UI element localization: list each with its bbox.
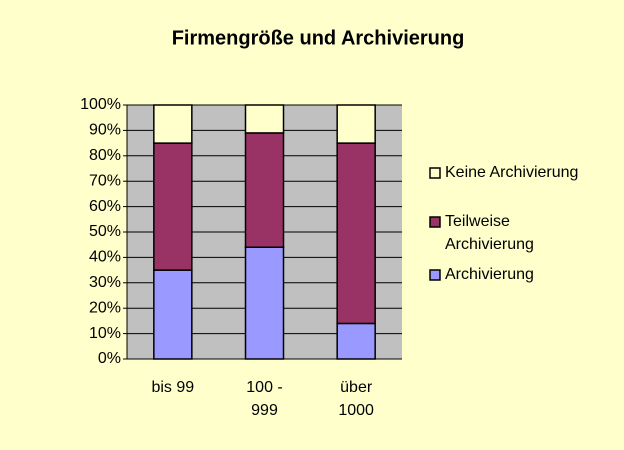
legend-swatch [429,269,441,281]
bar-segment [244,132,285,248]
chart-title: Firmengröße und Archivierung [172,27,465,49]
bar-segment [336,142,376,325]
x-tick-label: bis 99 [151,379,195,396]
y-tick-label: 100% [80,96,121,113]
bar-segment [244,246,285,360]
bar-segment [336,322,376,360]
bar-segment [336,104,376,144]
x-tick-label: 100 - 999 [246,379,283,419]
x-tick-label: über 1000 [338,379,374,419]
legend-label: Teilweise Archivierung [445,213,534,253]
bar-segment [153,104,193,144]
bar-segment [244,104,285,134]
y-tick-label: 20% [89,299,121,316]
legend-label: Archivierung [445,266,534,283]
y-tick-label: 90% [89,122,121,139]
y-tick-label: 0% [98,350,121,367]
y-tick-label: 80% [89,147,121,164]
y-tick-label: 60% [89,198,121,215]
legend-label: Keine Archivierung [445,164,579,181]
bar-segment [153,269,193,360]
legend-swatch [429,216,441,228]
legend-swatch [429,167,441,179]
y-tick-label: 30% [89,274,121,291]
y-tick-label: 70% [89,172,121,189]
bar-segment [153,142,193,271]
y-tick-label: 10% [89,325,121,342]
y-tick-label: 40% [89,249,121,266]
y-tick-label: 50% [89,223,121,240]
